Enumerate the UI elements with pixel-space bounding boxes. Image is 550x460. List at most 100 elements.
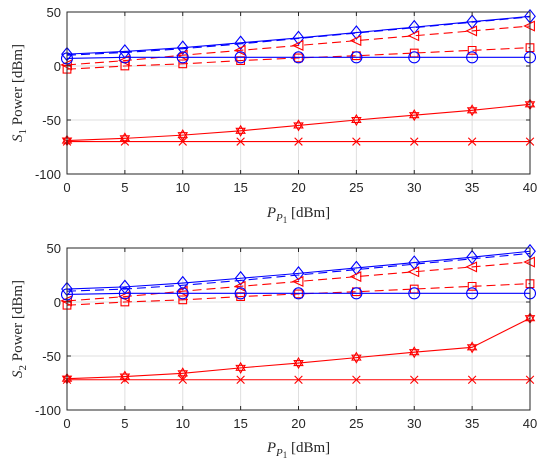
data-point xyxy=(292,30,305,46)
series-5 xyxy=(60,51,537,65)
data-point xyxy=(352,137,361,146)
data-point xyxy=(410,375,419,384)
data-point xyxy=(176,40,189,56)
data-point xyxy=(407,30,420,42)
data-point xyxy=(350,51,363,64)
x-tick-label: 40 xyxy=(523,180,537,195)
data-point xyxy=(351,113,362,127)
x-tick-label: 40 xyxy=(523,416,537,431)
data-point xyxy=(120,137,130,146)
y-tick-label: 50 xyxy=(47,241,61,256)
data-point xyxy=(465,25,478,37)
data-point xyxy=(176,287,189,300)
data-point xyxy=(351,351,362,364)
x-tick-label: 30 xyxy=(407,180,421,195)
y-tick-label: -100 xyxy=(35,403,61,418)
data-point xyxy=(467,375,477,384)
data-point xyxy=(235,124,246,137)
data-point xyxy=(234,270,247,286)
data-point xyxy=(293,119,304,132)
y-tick-label: 50 xyxy=(47,5,61,20)
plot-1: 0 5 10 15 20 25 30 35 40 -100 -50 0 50 PP1 [dBm] S1 Po… xyxy=(10,5,537,225)
x-tick-label: 35 xyxy=(465,180,479,195)
x-tick-label: 5 xyxy=(121,180,128,195)
data-point xyxy=(466,287,479,300)
series-line xyxy=(66,292,530,295)
x-tick-label: 0 xyxy=(63,180,70,195)
data-point xyxy=(407,266,420,278)
data-point xyxy=(408,51,421,64)
data-point xyxy=(292,265,305,281)
data-point xyxy=(410,137,419,146)
data-point xyxy=(233,44,246,56)
data-point xyxy=(349,271,362,283)
y-tick-label: 0 xyxy=(54,59,61,74)
x-tick-label: 5 xyxy=(121,416,128,431)
data-point xyxy=(294,137,303,146)
data-point xyxy=(466,104,478,117)
data-point xyxy=(235,361,246,374)
x-tick-label: 35 xyxy=(465,416,479,431)
y-tick-label: -50 xyxy=(42,113,61,128)
data-point xyxy=(120,375,130,384)
data-point xyxy=(408,346,420,359)
x-tick-label: 25 xyxy=(349,180,363,195)
data-point xyxy=(467,137,477,146)
series-line xyxy=(66,16,531,56)
data-point xyxy=(177,129,189,142)
series-line xyxy=(66,317,531,380)
series-3 xyxy=(60,256,535,307)
data-point xyxy=(466,249,479,265)
data-point xyxy=(234,35,247,51)
data-point xyxy=(178,375,187,384)
data-point xyxy=(120,297,130,307)
data-point xyxy=(236,137,245,146)
data-point xyxy=(293,356,304,370)
data-point xyxy=(178,295,188,305)
series-2 xyxy=(66,252,531,292)
data-point xyxy=(466,341,478,354)
data-point xyxy=(118,287,131,300)
data-point xyxy=(176,275,189,291)
data-point xyxy=(352,375,361,384)
x-tick-label: 15 xyxy=(233,416,247,431)
data-point xyxy=(408,287,421,300)
data-point xyxy=(118,51,131,64)
data-point xyxy=(120,61,130,71)
x-tick-label: 0 xyxy=(63,416,70,431)
data-point xyxy=(294,375,303,384)
y-axis-label: S2 Power [dBm] xyxy=(10,280,29,378)
data-point xyxy=(234,287,247,300)
data-point xyxy=(176,51,189,64)
y-tick-label: -100 xyxy=(35,167,61,182)
data-point xyxy=(466,51,479,64)
x-axis-label: PP1 [dBm] xyxy=(266,440,330,460)
data-point xyxy=(408,109,420,122)
series-line xyxy=(66,250,531,290)
x-tick-label: 20 xyxy=(291,180,305,195)
series-line xyxy=(66,56,530,59)
series-line xyxy=(66,261,531,302)
plot-2: 0 5 10 15 20 25 30 35 40 -100 -50 0 50 PP1 [dBm] S2 Po… xyxy=(10,241,537,460)
data-point xyxy=(350,25,363,40)
x-tick-label: 10 xyxy=(176,180,190,195)
x-tick-label: 20 xyxy=(291,416,305,431)
data-point xyxy=(291,275,304,288)
series-line xyxy=(66,103,531,142)
data-point xyxy=(233,280,246,292)
data-point xyxy=(234,51,247,64)
x-tick-label: 15 xyxy=(233,180,247,195)
x-tick-label: 25 xyxy=(349,416,363,431)
data-point xyxy=(177,367,189,380)
data-point xyxy=(523,20,535,32)
series-line xyxy=(66,25,531,66)
data-point xyxy=(236,375,245,384)
data-point xyxy=(465,261,478,273)
data-point xyxy=(292,51,305,64)
data-point xyxy=(291,39,304,52)
x-tick-label: 30 xyxy=(407,416,421,431)
data-point xyxy=(525,279,535,289)
y-tick-label: -50 xyxy=(42,349,61,364)
series-2 xyxy=(66,16,531,56)
